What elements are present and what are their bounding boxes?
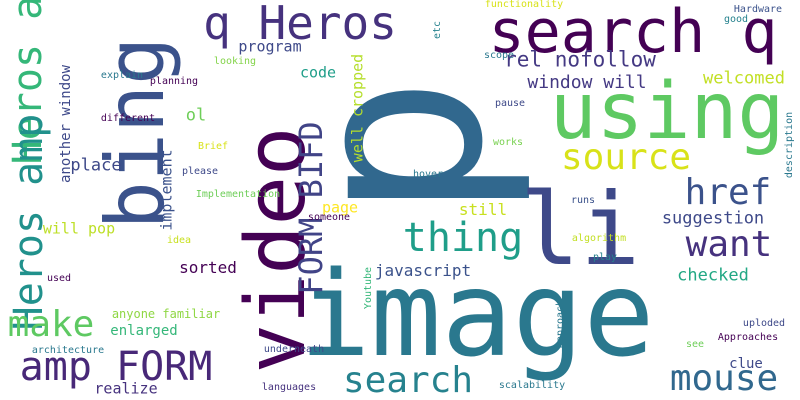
- word-youtube: Youtube: [363, 266, 374, 310]
- word-underneath: underneath: [263, 344, 325, 355]
- word-mouse: mouse: [669, 358, 779, 399]
- word-languages: languages: [261, 382, 317, 393]
- word-href: href: [684, 172, 772, 213]
- word-rel-nofollow: rel nofollow: [504, 47, 656, 72]
- word-algorithm: algorithm: [571, 233, 627, 244]
- word-different: different: [100, 113, 156, 124]
- word-runs: runs: [570, 195, 596, 206]
- word-search: search: [342, 360, 474, 400]
- word-see: see: [685, 339, 705, 350]
- word-program: program: [238, 37, 302, 56]
- word-hover: hover: [412, 169, 444, 180]
- word-using: using: [549, 67, 785, 157]
- word-will-pop: will pop: [42, 219, 116, 238]
- word-make: make: [7, 304, 95, 345]
- word-place: place: [70, 155, 122, 176]
- word-well-cropped: well cropped: [348, 53, 367, 163]
- word-someone: someone: [307, 212, 351, 223]
- word-anyone-familiar: anyone familiar: [111, 307, 221, 321]
- word-works: works: [492, 137, 524, 148]
- word-scalability: scalability: [498, 380, 566, 391]
- word-page: page: [321, 198, 359, 217]
- word-code: code: [299, 63, 337, 82]
- word-planning: planning: [149, 76, 199, 87]
- word-approaches: Approaches: [717, 332, 779, 343]
- word-javascript: javascript: [374, 261, 472, 280]
- word-ol: ol: [185, 105, 207, 126]
- word-implementation: Implementation: [195, 189, 281, 200]
- word-sorted: sorted: [179, 258, 237, 277]
- word-want: want: [685, 224, 773, 265]
- word-another-window: another window: [58, 64, 74, 184]
- word-idea: idea: [166, 235, 192, 246]
- word-q-heros: q Heros: [203, 0, 397, 50]
- word-thing: thing: [402, 215, 524, 261]
- word-etc: etc: [432, 20, 443, 40]
- word-search-q: search q: [488, 0, 778, 67]
- word-enlarged: enlarged: [110, 323, 178, 339]
- word-still: still: [458, 200, 508, 219]
- word-description: description: [784, 111, 795, 179]
- word-welcomed: welcomed: [703, 68, 785, 89]
- word-approach: approach: [555, 299, 566, 349]
- word-window-will: window will: [527, 72, 647, 93]
- word-good: good: [723, 14, 749, 25]
- word-explain: explain: [100, 70, 144, 81]
- word-suggestion: suggestion: [661, 208, 765, 229]
- word-image: image: [299, 245, 655, 383]
- word-implement: implement: [157, 149, 176, 231]
- word-uploded: uploded: [742, 318, 786, 329]
- word-brief: Brief: [197, 141, 229, 152]
- word-pause: pause: [494, 98, 526, 109]
- word-please: please: [181, 166, 219, 177]
- word-scope: scope: [483, 50, 515, 61]
- word-realize: realize: [94, 379, 158, 398]
- word-li: li: [519, 171, 641, 288]
- word-source: source: [560, 137, 692, 178]
- word-used: used: [46, 273, 72, 284]
- word-architecture: architecture: [31, 345, 105, 356]
- word-amp-form: amp FORM: [19, 344, 213, 390]
- word-play: play: [592, 252, 618, 263]
- word-checked: checked: [677, 265, 749, 286]
- word-functionality: functionality: [484, 0, 564, 10]
- word-looking: looking: [213, 56, 257, 67]
- word-clue: clue: [729, 356, 763, 372]
- word-hardware: Hardware: [733, 4, 783, 15]
